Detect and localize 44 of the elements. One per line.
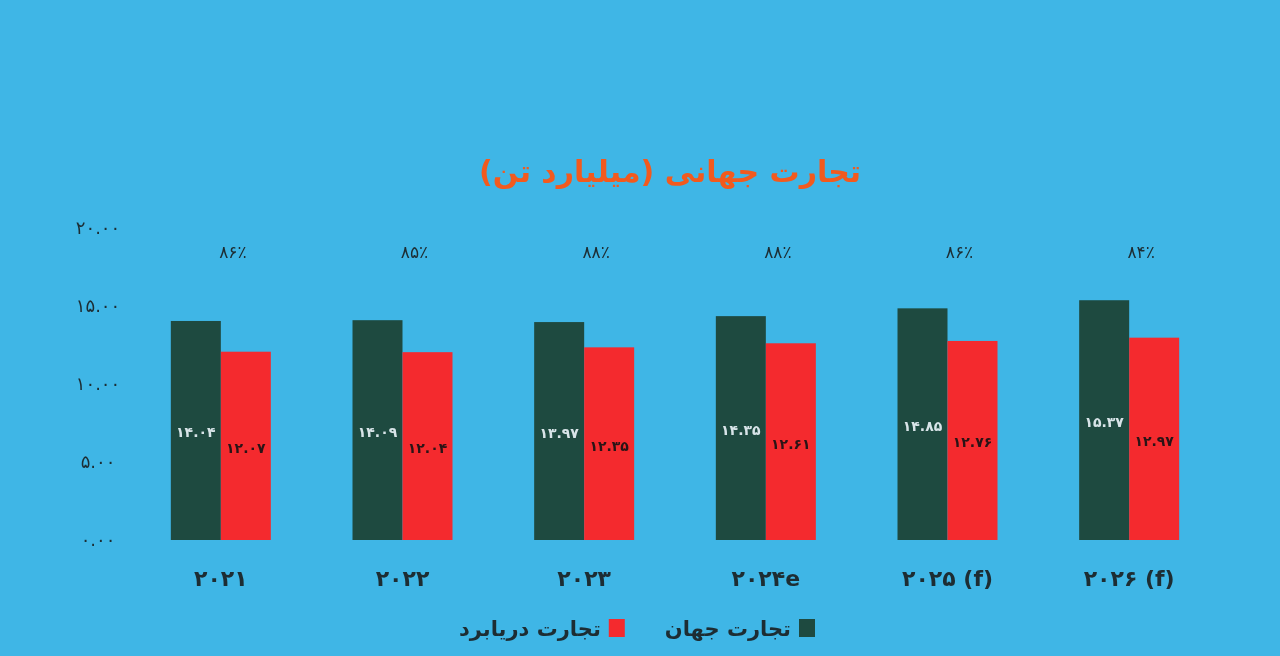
bar bbox=[947, 340, 998, 540]
y-tick-label: ۵.۰۰ bbox=[80, 451, 116, 472]
data-label: ۱۴.۰۴ bbox=[176, 424, 217, 441]
data-label: ۱۲.۷۶ bbox=[952, 434, 993, 451]
annotation: ۸۸٪ bbox=[582, 242, 610, 262]
x-tick-label: ۲۰۲۲ bbox=[375, 566, 430, 591]
annotation: ۸۵٪ bbox=[400, 242, 429, 262]
data-label: ۱۲.۶۱ bbox=[771, 435, 811, 452]
annotation: ۸۸٪ bbox=[764, 242, 792, 262]
data-label: ۱۵.۳۷ bbox=[1084, 414, 1125, 431]
y-tick-label: ۱۵.۰۰ bbox=[75, 295, 121, 316]
x-tick-label: ۲۰۲۵ (f) bbox=[901, 566, 994, 591]
bar bbox=[897, 308, 948, 540]
bar bbox=[402, 352, 453, 540]
data-label: ۱۲.۹۷ bbox=[1134, 432, 1175, 449]
bar bbox=[1079, 300, 1130, 540]
data-label: ۱۲.۰۴ bbox=[407, 440, 448, 457]
bar bbox=[534, 322, 585, 540]
bar bbox=[352, 320, 403, 540]
chart-title: تجارت جهانی (میلیارد تن) bbox=[478, 154, 862, 189]
annotation: ۸۶٪ bbox=[945, 242, 974, 262]
data-label: ۱۳.۹۷ bbox=[539, 425, 580, 442]
x-tick-label: ۲۰۲۴e bbox=[731, 566, 801, 591]
bar bbox=[220, 351, 271, 540]
legend-label: تجارت جهان bbox=[664, 617, 791, 641]
data-label: ۱۴.۳۵ bbox=[721, 422, 762, 439]
data-label: ۱۲.۳۵ bbox=[589, 437, 630, 454]
data-label: ۱۴.۰۹ bbox=[357, 424, 398, 441]
annotation: ۸۶٪ bbox=[219, 242, 247, 262]
x-tick-label: ۲۰۲۳ bbox=[557, 566, 612, 591]
bar bbox=[715, 316, 766, 540]
x-tick-label: ۲۰۲۶ (f) bbox=[1083, 566, 1175, 591]
y-tick-label: ۲۰.۰۰ bbox=[75, 217, 121, 238]
annotation: ۸۴٪ bbox=[1127, 242, 1155, 262]
data-label: ۱۲.۰۷ bbox=[226, 439, 267, 456]
bar bbox=[170, 320, 221, 540]
y-tick-label: ۰.۰۰ bbox=[80, 529, 116, 550]
x-tick-label: ۲۰۲۱ bbox=[193, 566, 248, 591]
bar bbox=[765, 343, 816, 540]
y-tick-label: ۱۰.۰۰ bbox=[75, 373, 121, 394]
bar bbox=[1129, 337, 1180, 540]
bar bbox=[584, 347, 635, 540]
data-label: ۱۴.۸۵ bbox=[902, 418, 943, 435]
legend-label: تجارت دریابرد bbox=[459, 617, 601, 641]
